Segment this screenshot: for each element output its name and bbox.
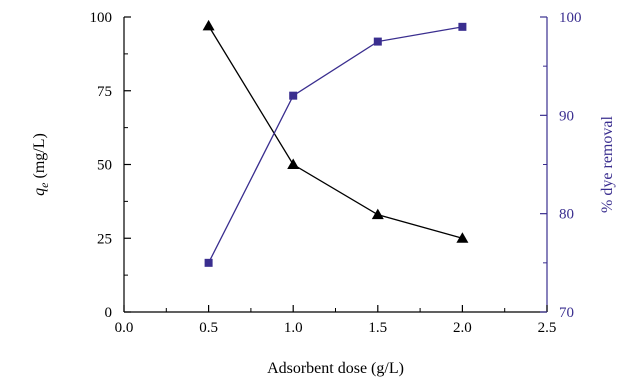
left-y-axis-title: qe (mg/L) [31, 133, 51, 196]
right-y-tick-label: 90 [559, 108, 574, 124]
right-y-tick-label: 80 [559, 207, 574, 223]
x-axis-ticks: 0.0 0.5 1.0 1.5 2.0 2.5 [115, 305, 557, 336]
left-y-axis-title-var: q [31, 188, 48, 196]
left-y-tick-label: 100 [90, 10, 113, 26]
left-y-axis-title-unit: (mg/L) [31, 133, 48, 182]
series-2-point [458, 22, 467, 31]
left-y-tick-label: 50 [97, 158, 112, 174]
series-1-point [287, 158, 300, 169]
right-y-tick-label: 70 [559, 305, 574, 321]
x-tick-label: 2.5 [538, 320, 557, 336]
x-tick-label: 0.5 [199, 320, 218, 336]
left-y-tick-label: 75 [97, 84, 112, 100]
series-group [202, 19, 469, 267]
series-2-point [373, 37, 382, 46]
x-tick-label: 2.0 [453, 320, 472, 336]
x-tick-label: 1.0 [284, 320, 303, 336]
left-y-axis-title-sub: e [37, 182, 51, 188]
left-y-axis-ticks: 0 25 50 75 100 [90, 10, 131, 321]
series-1-point [202, 19, 215, 31]
series-2-point [289, 91, 298, 100]
series-2-point [204, 258, 213, 267]
right-y-axis-ticks: 70 80 90 100 [540, 10, 582, 321]
axes [123, 17, 548, 313]
left-y-tick-label: 0 [105, 305, 113, 321]
x-tick-label: 0.0 [115, 320, 134, 336]
series-2-line [208, 26, 463, 264]
series-1-point [456, 232, 469, 243]
x-axis-title: Adsorbent dose (g/L) [267, 360, 404, 377]
right-y-tick-label: 100 [559, 10, 582, 26]
left-y-tick-label: 25 [97, 231, 112, 247]
right-y-axis-title: % dye removal [599, 116, 616, 213]
series-1-point [371, 208, 384, 220]
x-tick-label: 1.5 [368, 320, 387, 336]
series-1-line [208, 25, 463, 239]
